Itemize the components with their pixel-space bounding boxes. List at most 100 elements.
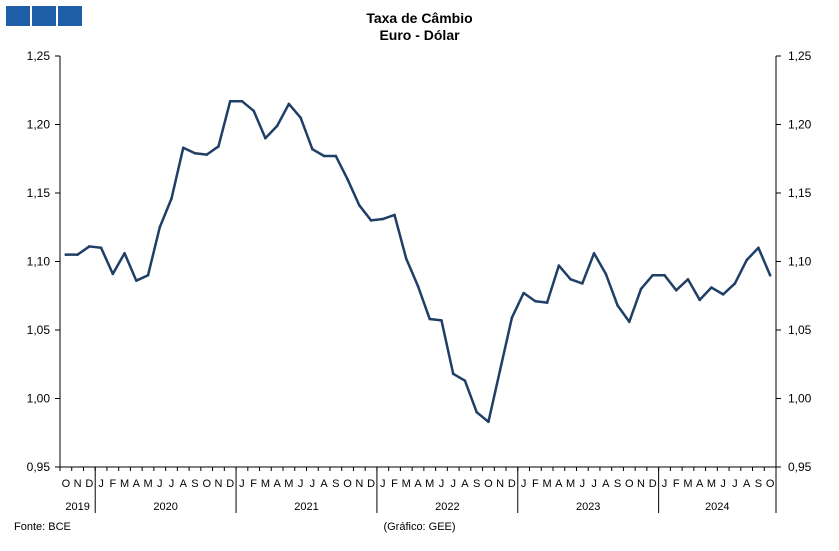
data-point xyxy=(393,213,396,217)
month-label: F xyxy=(673,478,680,490)
data-point xyxy=(252,109,255,113)
data-point xyxy=(487,420,490,424)
month-label: A xyxy=(696,478,704,490)
data-point xyxy=(674,288,678,292)
data-point xyxy=(64,253,68,256)
series-line xyxy=(64,99,772,424)
data-point xyxy=(146,273,150,277)
data-point xyxy=(721,293,725,296)
data-point xyxy=(287,102,291,106)
month-label: F xyxy=(391,478,398,490)
data-point xyxy=(193,151,197,155)
y-tick-label-left: 1,25 xyxy=(27,49,51,63)
data-point xyxy=(686,278,690,281)
year-label: 2023 xyxy=(576,501,600,513)
data-point xyxy=(428,317,432,321)
month-label: D xyxy=(367,478,375,490)
data-point xyxy=(416,284,420,288)
chart-title-block: Taxa de Câmbio Euro - Dólar xyxy=(0,10,839,44)
month-label: S xyxy=(473,478,480,490)
month-label: A xyxy=(743,478,751,490)
month-label: J xyxy=(439,478,445,490)
y-tick-label-right: 0,95 xyxy=(788,460,812,474)
month-label: N xyxy=(637,478,645,490)
y-tick-label-right: 1,10 xyxy=(788,255,812,269)
chart-title: Taxa de Câmbio xyxy=(366,10,473,26)
data-point xyxy=(381,217,385,221)
month-label: D xyxy=(508,478,516,490)
data-point xyxy=(358,204,361,207)
data-point xyxy=(134,279,138,282)
data-point xyxy=(275,124,279,128)
data-point xyxy=(639,287,643,291)
month-label: J xyxy=(591,478,597,490)
month-label: O xyxy=(343,478,352,490)
data-point xyxy=(299,116,302,119)
data-point xyxy=(346,178,349,181)
data-point xyxy=(404,257,408,261)
month-label: O xyxy=(484,478,493,490)
data-point xyxy=(99,246,103,250)
month-label: J xyxy=(720,478,726,490)
data-point xyxy=(557,264,561,267)
month-label: J xyxy=(298,478,304,490)
data-point xyxy=(768,273,772,277)
month-label: M xyxy=(543,478,552,490)
data-point xyxy=(123,251,126,255)
chart-credit: (Gráfico: GEE) xyxy=(383,521,456,533)
y-tick-label-right: 1,15 xyxy=(788,186,812,200)
month-label: O xyxy=(202,478,211,490)
month-label: J xyxy=(662,478,668,490)
data-point xyxy=(369,219,373,222)
data-point xyxy=(205,153,209,156)
month-label: M xyxy=(284,478,293,490)
data-point xyxy=(463,379,467,382)
data-point xyxy=(757,246,760,250)
data-point xyxy=(663,273,666,277)
month-label: J xyxy=(310,478,316,490)
month-label: J xyxy=(521,478,527,490)
month-label: M xyxy=(120,478,129,490)
year-label: 2022 xyxy=(435,501,459,513)
data-point xyxy=(581,282,584,285)
data-point xyxy=(334,154,338,158)
data-point xyxy=(745,258,748,262)
month-label: O xyxy=(625,478,634,490)
data-point xyxy=(545,301,549,304)
month-label: N xyxy=(74,478,82,490)
data-point xyxy=(710,286,713,289)
data-point xyxy=(264,136,267,140)
data-point xyxy=(322,154,326,158)
month-label: F xyxy=(250,478,257,490)
data-point xyxy=(88,245,91,248)
y-tick-label-right: 1,20 xyxy=(788,118,812,132)
y-tick-label-left: 1,05 xyxy=(27,323,51,337)
month-label: J xyxy=(732,478,738,490)
data-point xyxy=(569,278,572,281)
y-tick-label-left: 1,10 xyxy=(27,255,51,269)
y-tick-label-right: 1,05 xyxy=(788,323,812,337)
month-label: A xyxy=(133,478,141,490)
data-point xyxy=(228,99,232,103)
data-point xyxy=(604,272,608,276)
month-label: F xyxy=(532,478,539,490)
data-point xyxy=(510,316,514,319)
month-label: J xyxy=(580,478,586,490)
month-label: J xyxy=(239,478,245,490)
data-point xyxy=(217,145,220,148)
data-point xyxy=(592,251,596,255)
month-label: J xyxy=(169,478,175,490)
data-point xyxy=(240,99,244,103)
data-point xyxy=(170,197,173,200)
year-label: 2024 xyxy=(705,501,729,513)
month-label: A xyxy=(602,478,610,490)
data-point xyxy=(627,320,631,324)
month-label: J xyxy=(450,478,456,490)
month-label: M xyxy=(402,478,411,490)
month-label: J xyxy=(98,478,104,490)
year-label: 2020 xyxy=(153,501,177,513)
month-label: N xyxy=(496,478,504,490)
month-label: A xyxy=(180,478,188,490)
data-point xyxy=(475,410,478,414)
y-tick-label-left: 1,15 xyxy=(27,186,51,200)
